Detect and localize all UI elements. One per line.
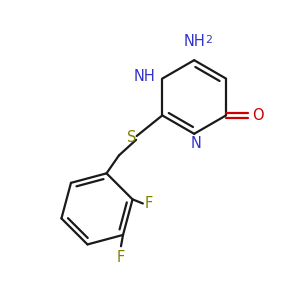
Text: S: S	[127, 130, 136, 145]
Text: F: F	[145, 196, 153, 211]
Text: N: N	[190, 136, 201, 151]
Text: NH: NH	[183, 34, 205, 49]
Text: F: F	[117, 250, 125, 265]
Text: 2: 2	[206, 35, 212, 45]
Text: NH: NH	[134, 69, 156, 84]
Text: O: O	[252, 108, 263, 123]
